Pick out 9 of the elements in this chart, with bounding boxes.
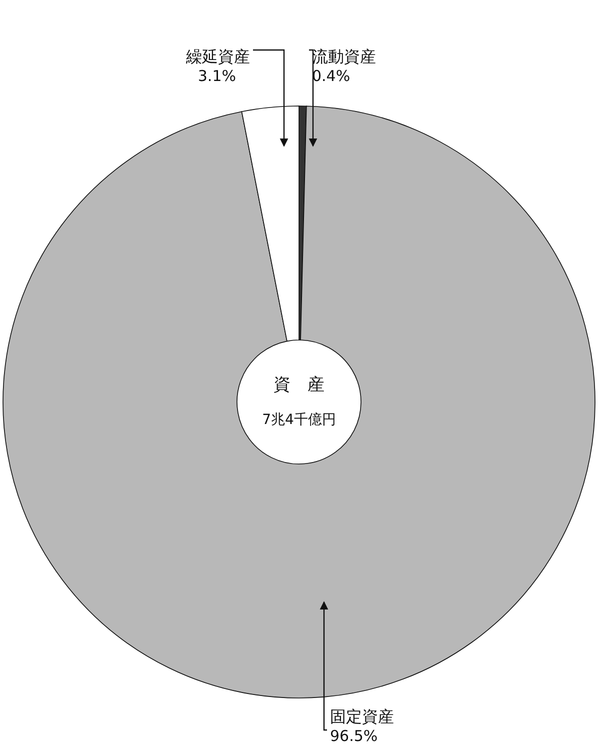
slice-label: 繰延資産 [185, 47, 250, 66]
text: 資 産 [274, 375, 324, 395]
text: 7兆4千億円 [262, 412, 336, 428]
slice-label: 固定資産 [330, 707, 394, 726]
data-label: 0.4% [312, 67, 350, 85]
data-label: 96.5% [330, 727, 378, 745]
slice-label: 流動資産 [312, 47, 376, 66]
donut-slice [2, 106, 596, 698]
data-label: 3.1% [198, 67, 236, 85]
